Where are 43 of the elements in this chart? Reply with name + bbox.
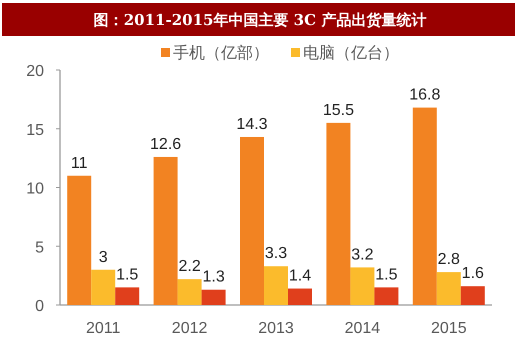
data-label: 1.5	[116, 266, 138, 284]
data-label: 12.6	[150, 136, 182, 153]
chart-title: 图：2011-2015年中国主要 3C 产品出货量统计	[94, 11, 426, 29]
bar	[154, 156, 178, 305]
bar	[412, 108, 437, 305]
data-label: 1.3	[202, 268, 225, 286]
bar	[202, 290, 226, 305]
bar	[326, 122, 350, 305]
bar	[240, 136, 264, 305]
data-label: 14.3	[236, 116, 268, 133]
bar	[288, 288, 312, 305]
legend-label: 手机（亿部）	[173, 44, 269, 62]
y-tick-label: 15	[26, 122, 44, 139]
data-label: 1.5	[375, 266, 398, 284]
x-tick-label: 2011	[86, 320, 121, 337]
bar	[67, 176, 92, 305]
data-label: 16.8	[409, 86, 440, 104]
bar	[115, 287, 140, 305]
data-label: 3.3	[264, 245, 288, 262]
y-tick-label: 10	[26, 180, 44, 198]
bar	[350, 267, 374, 305]
data-label: 1.6	[462, 265, 484, 282]
bar	[460, 286, 485, 305]
x-tick-label: 2014	[344, 320, 380, 337]
bar	[91, 270, 116, 305]
y-tick-label: 0	[35, 298, 44, 315]
bar	[436, 272, 461, 305]
data-label: 2.2	[178, 258, 201, 276]
data-label: 1.4	[288, 268, 312, 285]
data-label: 3	[98, 248, 108, 266]
y-tick-label: 20	[26, 63, 44, 80]
data-label: 15.5	[322, 102, 354, 119]
y-tick-label: 5	[35, 239, 44, 256]
bar	[374, 287, 398, 305]
x-tick-label: 2012	[172, 320, 208, 337]
bar	[178, 279, 202, 305]
data-label: 2.8	[438, 251, 460, 268]
data-label: 3.2	[351, 246, 374, 264]
legend-label: 电脑（亿台）	[303, 44, 399, 62]
x-tick-label: 2013	[258, 320, 294, 337]
bar	[264, 266, 288, 305]
data-label: 11	[70, 154, 88, 172]
x-tick-label: 2015	[431, 320, 467, 337]
